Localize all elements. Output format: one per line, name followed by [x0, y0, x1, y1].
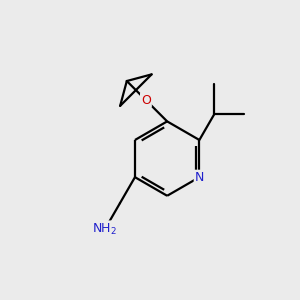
- Text: N: N: [195, 171, 204, 184]
- Text: NH$_2$: NH$_2$: [92, 222, 117, 237]
- Text: O: O: [141, 94, 151, 106]
